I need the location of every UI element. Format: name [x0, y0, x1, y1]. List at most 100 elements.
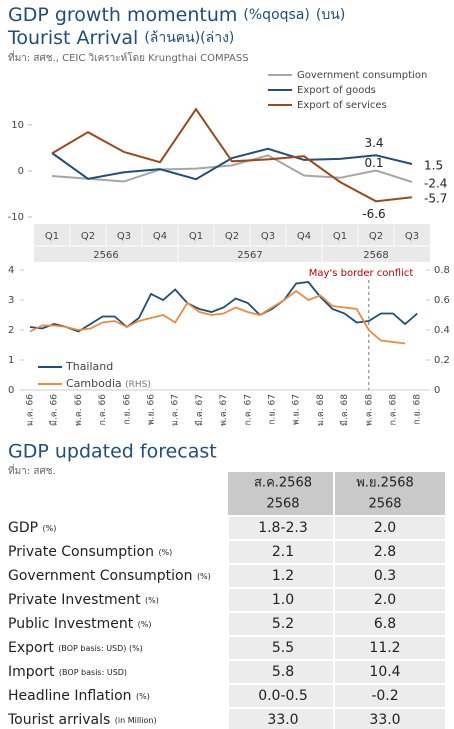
x-tick-label: Q2 — [369, 231, 383, 242]
y-tick-label: 1 — [8, 355, 14, 366]
y-tick-label: 4 — [8, 265, 14, 276]
table-value: 1.2 — [272, 568, 294, 584]
x-tick-label: ก.ย. 67 — [268, 394, 278, 425]
row-label: Headline Inflation (%) — [8, 688, 150, 704]
legend-label: Thailand — [65, 360, 113, 373]
value-label: -2.4 — [424, 176, 447, 190]
x-tick-label: ก.ค. 67 — [243, 394, 253, 426]
table-cell-bg — [335, 541, 445, 563]
row-name: Export — [8, 640, 54, 656]
row-name: GDP — [8, 520, 38, 536]
table-value: 0.0-0.5 — [258, 688, 308, 704]
y-tick-label: 0 — [18, 166, 24, 177]
row-label: Private Investment (%) — [8, 592, 159, 608]
x-tick-label: Q2 — [225, 231, 239, 242]
table-cell-bg — [335, 517, 445, 539]
table-value: 5.8 — [272, 664, 294, 680]
line — [51, 154, 413, 183]
title-note: (ล้านคน)(ล่าง) — [144, 30, 234, 46]
y-tick-label: 10 — [11, 120, 24, 131]
title-note: (บน) — [316, 7, 345, 23]
x-tick-label: มี.ค. 66 — [49, 394, 60, 426]
x-group-label: 2567 — [237, 250, 262, 261]
row-label: Government Consumption (%) — [8, 568, 211, 584]
x-group-label: 2566 — [93, 250, 118, 261]
row-unit: (BOP basis: USD) — [59, 668, 127, 677]
table-cell-bg — [229, 541, 333, 563]
table-value: 5.2 — [272, 616, 294, 632]
line — [51, 147, 413, 181]
x-tick-label: พ.ย. 67 — [292, 394, 302, 425]
x-tick-label: ม.ค. 66 — [26, 394, 36, 426]
row-label: Private Consumption (%) — [8, 544, 172, 560]
table-cell-bg — [229, 613, 333, 635]
x-tick-label: Q1 — [189, 231, 203, 242]
x-tick-label: ม.ค. 68 — [316, 394, 326, 426]
table-header-period: ส.ค.2568 — [254, 476, 312, 491]
x-tick-label: Q3 — [405, 231, 419, 242]
y2-tick-label: 0.6 — [434, 295, 450, 306]
table-cell-bg — [335, 709, 445, 729]
title-line-2: Tourist Arrival (ล้านคน)(ล่าง) — [7, 27, 234, 49]
x-tick-label: Q3 — [117, 231, 131, 242]
table-value: 2.8 — [374, 544, 396, 560]
legend-label: Export of services — [297, 100, 387, 111]
y-tick-label: 2 — [8, 325, 14, 336]
x-tick-label: Q4 — [153, 231, 167, 242]
legend-name: Thailand — [65, 360, 113, 373]
table-cell-bg — [229, 637, 333, 659]
table-value: 33.0 — [267, 712, 298, 728]
row-unit: (%) — [145, 596, 159, 605]
table-value: 10.4 — [369, 664, 400, 680]
row-name: Government Consumption — [8, 568, 192, 584]
value-label: 1.5 — [424, 159, 443, 173]
x-tick-label: พ.ย. 66 — [147, 394, 157, 426]
value-label: 3.4 — [364, 136, 383, 150]
row-name: Tourist arrivals — [7, 712, 110, 728]
x-tick-label: Q2 — [81, 231, 95, 242]
y2-tick-label: 0.4 — [434, 325, 450, 336]
table-header-bg — [228, 472, 445, 515]
row-name: Import — [8, 664, 55, 680]
table-value: 5.5 — [272, 640, 294, 656]
value-label: -6.6 — [362, 207, 385, 221]
x-group-label: 2568 — [363, 250, 388, 261]
table-cell-bg — [229, 565, 333, 587]
row-unit: (%) — [43, 524, 57, 533]
title-line-1: GDP growth momentum (%qoqsa) (บน) — [8, 4, 345, 26]
x-tick-label: พ.ค. 66 — [74, 394, 84, 426]
title: GDP growth momentum — [8, 4, 237, 26]
x-tick-label: ก.ค. 66 — [98, 394, 108, 426]
x-tick-label: Q3 — [261, 231, 275, 242]
legend-axis-note: (RHS) — [125, 380, 151, 390]
y-tick-label: 0 — [8, 385, 14, 396]
title-unit: (%qoqsa) — [243, 7, 309, 23]
x-tick-label: ก.ย. 66 — [122, 394, 132, 425]
value-label: 0.1 — [364, 156, 383, 170]
row-name: Private Consumption — [8, 544, 154, 560]
table-value: 6.8 — [374, 616, 396, 632]
table-cell-bg — [335, 613, 445, 635]
y2-tick-label: 0.2 — [434, 355, 450, 366]
legend-label: Government consumption — [297, 70, 427, 81]
y2-tick-label: 0 — [434, 385, 440, 396]
table-cell-bg — [335, 637, 445, 659]
row-unit: (%) — [136, 692, 150, 701]
line — [29, 289, 406, 345]
section-title: GDP updated forecast — [8, 441, 217, 463]
y-tick-label: 3 — [8, 295, 14, 306]
table-cell-bg — [229, 685, 333, 707]
table-value: 2.0 — [374, 592, 396, 608]
row-name: Headline Inflation — [8, 688, 132, 704]
table-cell-bg — [335, 685, 445, 707]
table-cell-bg — [229, 589, 333, 611]
table-value: 11.2 — [369, 640, 400, 656]
x-tick-label: ก.ค. 68 — [389, 394, 399, 426]
table-cell-bg — [229, 661, 333, 683]
table-cell-bg — [229, 517, 333, 539]
x-tick-label: มี.ค. 68 — [339, 394, 350, 426]
category-band — [34, 224, 430, 262]
table-header-year: 2568 — [368, 497, 401, 512]
table-value: 33.0 — [369, 712, 400, 728]
